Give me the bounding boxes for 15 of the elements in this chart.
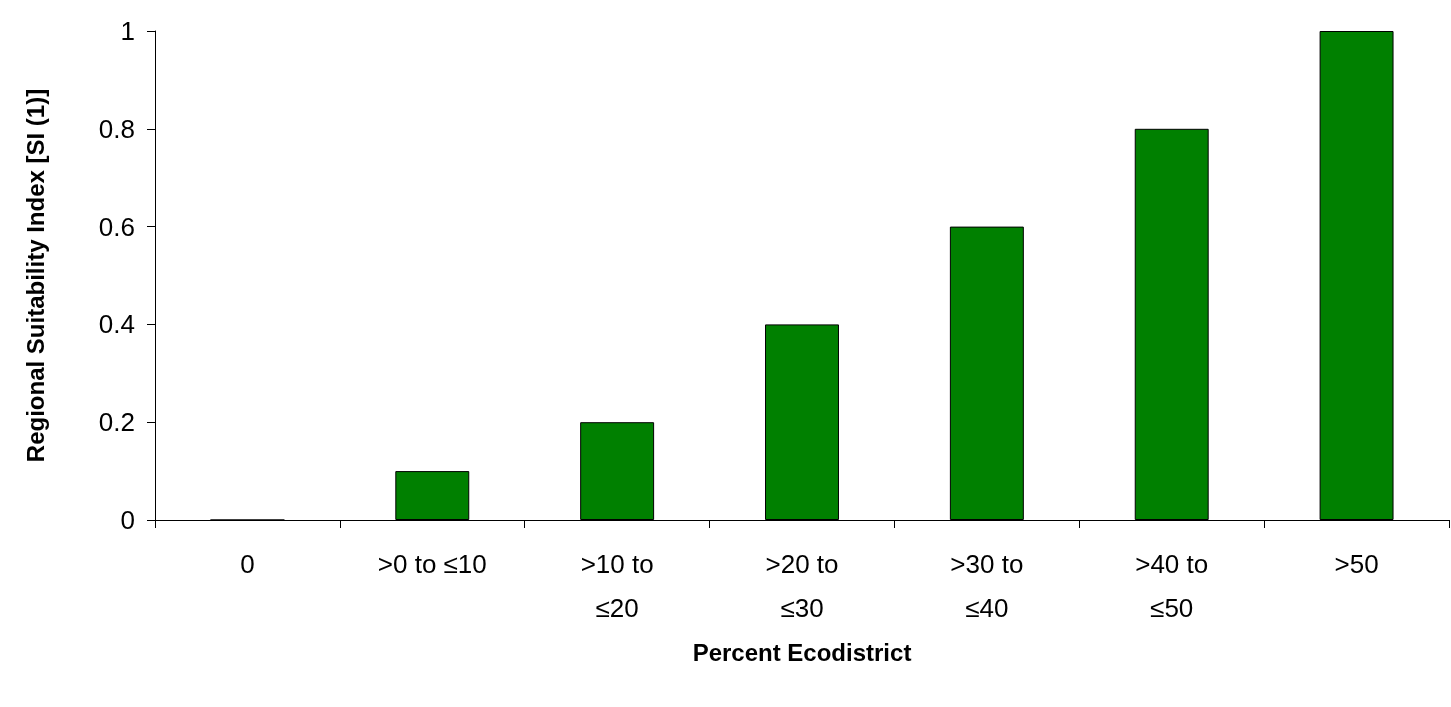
x-tick-label: 0 — [240, 549, 255, 579]
y-tick-label: 0.4 — [98, 309, 135, 340]
y-tick-label: 0.2 — [98, 407, 135, 438]
y-tick-label: 0 — [120, 505, 135, 535]
y-tick-label: 0.6 — [98, 211, 135, 242]
y-tick-label: 1 — [120, 16, 135, 46]
y-axis-title: Regional Suitability Index [SI (1)] — [21, 88, 49, 463]
x-tick-label: >50 — [1334, 549, 1379, 579]
x-axis-title: Percent Ecodistrict — [692, 638, 912, 666]
x-tick-label: >40 to ≤50 — [1135, 549, 1209, 623]
x-tick-label: >20 to ≤30 — [765, 549, 839, 623]
y-tick-label: 0.8 — [98, 113, 135, 144]
x-tick-label: >0 to ≤10 — [377, 549, 487, 579]
x-tick-label: >10 to ≤20 — [580, 549, 654, 623]
x-tick-label: >30 to ≤40 — [950, 549, 1024, 623]
